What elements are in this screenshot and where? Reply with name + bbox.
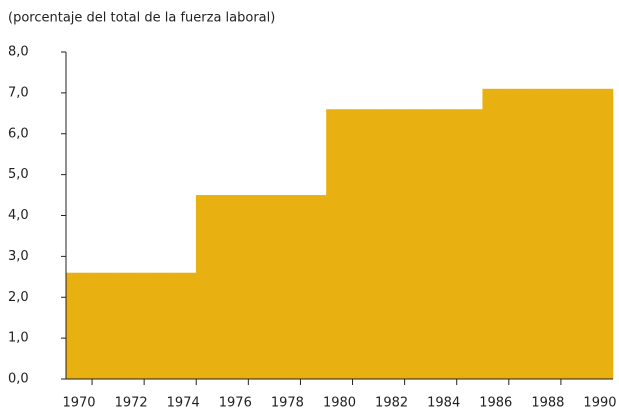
y-tick-label: 5,0 [8,167,29,182]
y-tick-label: 8,0 [8,45,29,60]
area-step [169,272,197,379]
y-tick-label: 6,0 [8,126,29,141]
y-tick-label: 7,0 [8,85,29,100]
y-tick-label: 4,0 [8,208,29,223]
x-tick-label: 1976 [219,396,252,409]
area-step [508,88,536,379]
area-step [586,88,614,379]
area-step [534,88,562,379]
area-step [65,272,93,379]
area-step [143,272,171,379]
x-tick-label: 1972 [115,396,148,409]
x-tick-label: 1980 [323,396,356,409]
area-step [117,272,145,379]
y-tick-label: 3,0 [8,249,29,264]
chart-subtitle: (porcentaje del total de la fuerza labor… [8,11,275,26]
area-step [300,195,327,379]
x-tick-label: 1988 [531,396,564,409]
area-step [404,109,431,379]
area-step [248,195,275,379]
y-tick-label: 0,0 [8,372,29,387]
y-tick-label: 1,0 [8,331,29,346]
x-tick-label: 1984 [427,396,460,409]
x-tick-label: 1990 [583,396,616,409]
x-tick-label: 1982 [375,396,408,409]
x-tick-label: 1986 [479,396,512,409]
area-step [430,109,458,379]
x-tick-label: 1970 [62,396,95,409]
x-tick-label: 1974 [167,396,200,409]
area-step [221,195,249,379]
area-step [482,88,510,379]
area-step [195,195,223,379]
area-step [274,195,301,379]
area-step [352,109,379,379]
area-step [560,88,588,379]
y-tick-label: 2,0 [8,290,29,305]
area-step [91,272,119,379]
area-step [456,109,484,379]
x-tick-label: 1978 [271,396,304,409]
area-step [326,109,353,379]
area-step [378,109,405,379]
